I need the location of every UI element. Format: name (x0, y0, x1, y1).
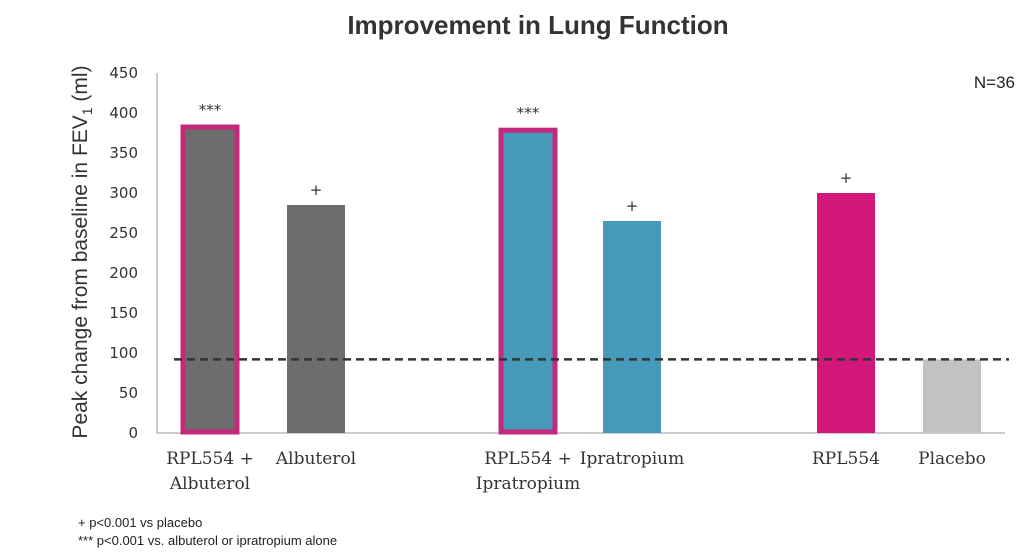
bar (817, 193, 875, 433)
category-label-line: RPL554 + (484, 449, 572, 469)
y-tick-label: 200 (109, 264, 138, 282)
category-label: Albuterol (275, 449, 356, 469)
significance-marker: *** (199, 101, 222, 119)
significance-marker: + (626, 197, 639, 215)
footnote-1: + p<0.001 vs placebo (78, 515, 203, 530)
y-tick-label: 450 (109, 64, 138, 82)
category-label: Ipratropium (580, 449, 684, 469)
y-tick-label: 100 (109, 344, 138, 362)
category-label: RPL554 + Ipratropium (476, 449, 580, 494)
category-label-line: Ipratropium (580, 449, 684, 469)
y-tick-label: 50 (119, 384, 138, 402)
y-tick-label: 350 (109, 144, 138, 162)
chart-title: Improvement in Lung Function (347, 10, 728, 40)
category-label-line: Albuterol (275, 449, 356, 469)
category-label-line: RPL554 + (166, 449, 254, 469)
y-axis-label-unit: (ml) (69, 65, 92, 107)
y-tick-label: 250 (109, 224, 138, 242)
bar (498, 127, 558, 435)
n-label: N=36 (974, 73, 1015, 92)
significance-marker: *** (517, 104, 540, 122)
y-tick-label: 300 (109, 184, 138, 202)
y-axis-label-main: Peak change from baseline in FEV (69, 115, 92, 438)
footnote-2: *** p<0.001 vs. albuterol or ipratropium… (78, 533, 338, 548)
y-axis-label-subscript: 1 (79, 107, 95, 115)
y-axis-label: Peak change from baseline in FEV1 (ml) (69, 65, 95, 438)
category-label-line: RPL554 (812, 449, 880, 469)
category-label-line: Albuterol (169, 474, 250, 494)
category-label: RPL554 + Albuterol (166, 449, 254, 494)
category-label-line: Placebo (918, 449, 986, 469)
category-label-line: Ipratropium (476, 474, 580, 494)
bar (180, 124, 240, 435)
significance-marker: + (310, 181, 323, 199)
bar (923, 359, 981, 433)
category-label: RPL554 (812, 449, 880, 469)
significance-marker: + (840, 169, 853, 187)
bar (287, 205, 345, 433)
bar (603, 221, 661, 433)
y-tick-label: 0 (128, 424, 138, 442)
y-tick-label: 400 (109, 104, 138, 122)
category-label: Placebo (918, 449, 986, 469)
y-tick-label: 150 (109, 304, 138, 322)
